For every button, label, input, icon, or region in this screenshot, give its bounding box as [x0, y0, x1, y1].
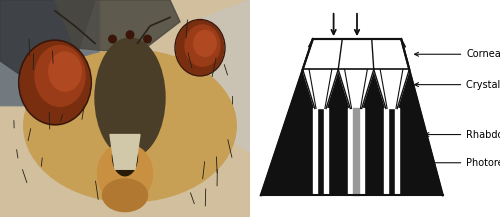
Polygon shape [384, 108, 388, 195]
Polygon shape [395, 108, 400, 195]
Polygon shape [302, 69, 338, 108]
Polygon shape [0, 0, 95, 87]
Ellipse shape [24, 50, 236, 202]
Text: Rhabdom: Rhabdom [425, 130, 500, 140]
Text: Crystalline cone: Crystalline cone [414, 80, 500, 90]
Polygon shape [55, 0, 180, 54]
Ellipse shape [102, 179, 148, 212]
Polygon shape [261, 39, 443, 195]
Ellipse shape [194, 30, 216, 56]
Polygon shape [353, 108, 359, 195]
Ellipse shape [20, 41, 90, 124]
Polygon shape [324, 108, 328, 195]
Ellipse shape [49, 52, 81, 91]
Ellipse shape [35, 46, 85, 106]
Polygon shape [360, 108, 364, 195]
Polygon shape [302, 39, 410, 69]
Ellipse shape [95, 38, 165, 157]
Polygon shape [348, 108, 352, 195]
Polygon shape [374, 69, 410, 108]
Ellipse shape [112, 137, 138, 176]
Ellipse shape [126, 31, 134, 39]
Polygon shape [195, 0, 250, 152]
Ellipse shape [144, 35, 151, 43]
Polygon shape [110, 135, 140, 169]
Polygon shape [312, 108, 317, 195]
Text: Photoreceptor cells: Photoreceptor cells [425, 158, 500, 168]
Polygon shape [338, 69, 374, 108]
Ellipse shape [109, 35, 116, 43]
Ellipse shape [185, 25, 220, 66]
Ellipse shape [176, 21, 224, 75]
Ellipse shape [98, 143, 152, 204]
Text: Cornea: Cornea [414, 49, 500, 59]
